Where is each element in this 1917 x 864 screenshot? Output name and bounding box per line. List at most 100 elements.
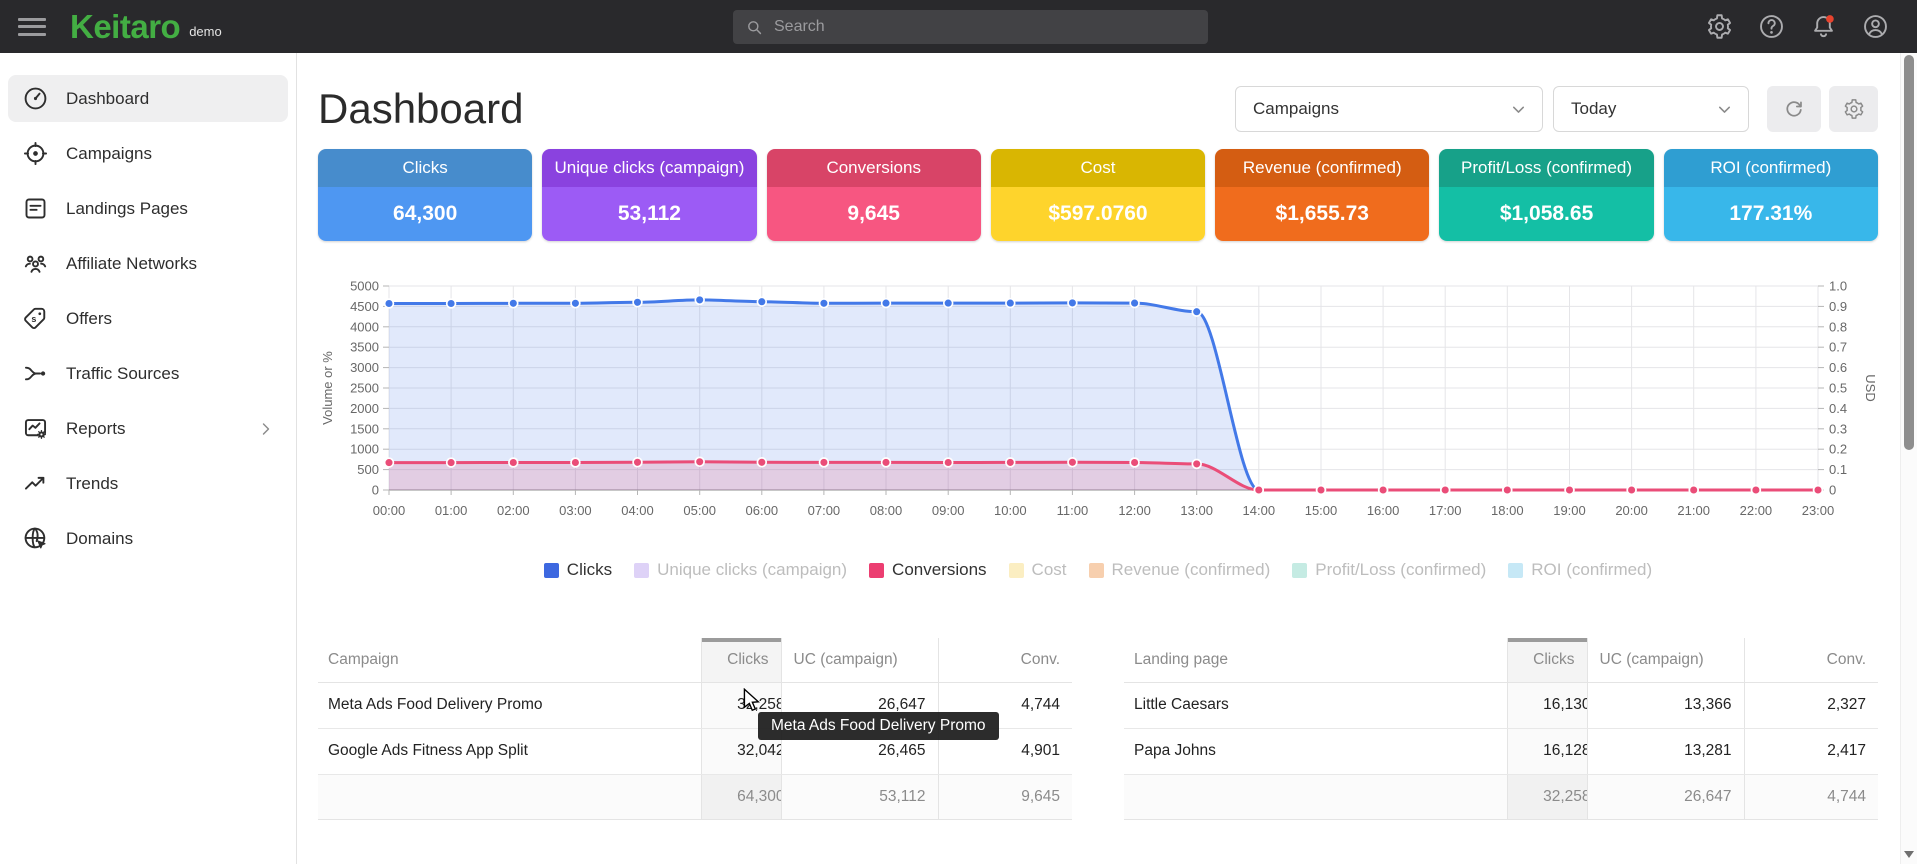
svg-text:4500: 4500 (350, 299, 379, 314)
scrollbar-down-arrow[interactable] (1904, 851, 1914, 858)
table-row[interactable]: Little Caesars16,13013,3662,327 (1124, 682, 1878, 728)
column-header-conv[interactable]: Conv. (1744, 638, 1878, 682)
mouse-cursor (741, 688, 763, 717)
legend-label: Clicks (567, 560, 612, 580)
legend-item-profit-loss-confirmed[interactable]: Profit/Loss (confirmed) (1292, 560, 1486, 580)
svg-text:0.2: 0.2 (1829, 442, 1847, 457)
stat-card-value: $1,058.65 (1439, 187, 1653, 241)
svg-text:1.0: 1.0 (1829, 279, 1847, 294)
scope-select[interactable]: Campaigns (1235, 86, 1543, 132)
column-header-clicks[interactable]: Clicks (1507, 638, 1587, 682)
svg-text:14:00: 14:00 (1243, 503, 1276, 518)
sidebar-item-traffic[interactable]: Traffic Sources (8, 350, 288, 397)
search-icon (745, 18, 764, 37)
sidebar-item-campaigns[interactable]: Campaigns (8, 130, 288, 177)
footer-value: 26,647 (1587, 774, 1744, 819)
legend-swatch (869, 563, 884, 578)
svg-text:0.6: 0.6 (1829, 360, 1847, 375)
svg-text:16:00: 16:00 (1367, 503, 1400, 518)
row-value: 16,130 (1507, 682, 1587, 728)
svg-text:1500: 1500 (350, 421, 379, 436)
global-search[interactable] (733, 10, 1208, 44)
footer-value: 64,300 (701, 774, 781, 819)
svg-text:USD: USD (1863, 374, 1878, 401)
svg-text:13:00: 13:00 (1180, 503, 1213, 518)
sidebar-item-label: Offers (66, 309, 112, 329)
chevron-right-icon (256, 419, 276, 439)
svg-text:07:00: 07:00 (808, 503, 841, 518)
column-header-conv[interactable]: Conv. (938, 638, 1072, 682)
sidebar-item-trends[interactable]: Trends (8, 460, 288, 507)
dashboard-settings-button[interactable] (1829, 86, 1878, 132)
search-input[interactable] (774, 18, 1196, 36)
svg-text:06:00: 06:00 (746, 503, 779, 518)
pages-icon (22, 195, 49, 222)
sidebar-item-landings[interactable]: Landings Pages (8, 185, 288, 232)
legend-item-clicks[interactable]: Clicks (544, 560, 612, 580)
legend-label: Conversions (892, 560, 987, 580)
chevron-down-icon (1509, 100, 1528, 119)
stat-card-label: Revenue (confirmed) (1215, 149, 1429, 187)
stat-card-5: Profit/Loss (confirmed)$1,058.65 (1439, 149, 1653, 241)
table-row[interactable]: Papa Johns16,12813,2812,417 (1124, 728, 1878, 774)
column-header-clicks[interactable]: Clicks (701, 638, 781, 682)
column-header-name[interactable]: Campaign (318, 638, 701, 682)
svg-text:s: s (31, 314, 36, 324)
legend-item-roi-confirmed[interactable]: ROI (confirmed) (1508, 560, 1652, 580)
svg-text:02:00: 02:00 (497, 503, 530, 518)
svg-text:22:00: 22:00 (1740, 503, 1773, 518)
notifications-bell-icon[interactable] (1810, 13, 1837, 40)
legend-item-revenue-confirmed[interactable]: Revenue (confirmed) (1089, 560, 1271, 580)
sidebar-item-offers[interactable]: s Offers (8, 295, 288, 342)
tag-icon: s (22, 305, 49, 332)
sidebar-item-label: Traffic Sources (66, 364, 179, 384)
column-header-uc-campaign[interactable]: UC (campaign) (1587, 638, 1744, 682)
refresh-icon (1783, 98, 1805, 120)
legend-item-unique-clicks-campaign[interactable]: Unique clicks (campaign) (634, 560, 847, 580)
date-range-select[interactable]: Today (1553, 86, 1749, 132)
refresh-button[interactable] (1767, 86, 1821, 132)
help-icon[interactable] (1758, 13, 1785, 40)
legend-label: Unique clicks (campaign) (657, 560, 847, 580)
legend-item-cost[interactable]: Cost (1009, 560, 1067, 580)
svg-text:10:00: 10:00 (994, 503, 1027, 518)
svg-text:0.7: 0.7 (1829, 340, 1847, 355)
column-header-uc-campaign[interactable]: UC (campaign) (781, 638, 938, 682)
sidebar-item-affiliate[interactable]: Affiliate Networks (8, 240, 288, 287)
scope-select-value: Campaigns (1253, 99, 1339, 119)
stat-card-4: Revenue (confirmed)$1,655.73 (1215, 149, 1429, 241)
row-name[interactable]: Papa Johns (1124, 728, 1507, 774)
row-value: 2,327 (1744, 682, 1878, 728)
stat-card-label: Unique clicks (campaign) (542, 149, 756, 187)
row-name[interactable]: Meta Ads Food Delivery Promo (318, 682, 701, 728)
row-name[interactable]: Little Caesars (1124, 682, 1507, 728)
split-icon (22, 360, 49, 387)
sidebar-item-reports[interactable]: Reports (8, 405, 288, 452)
svg-text:0.3: 0.3 (1829, 421, 1847, 436)
svg-text:00:00: 00:00 (373, 503, 406, 518)
svg-text:19:00: 19:00 (1553, 503, 1586, 518)
scrollbar-thumb[interactable] (1904, 55, 1914, 450)
row-tooltip: Meta Ads Food Delivery Promo (758, 712, 999, 740)
legend-swatch (544, 563, 559, 578)
settings-gear-icon[interactable] (1706, 13, 1733, 40)
svg-text:03:00: 03:00 (559, 503, 592, 518)
sidebar-item-label: Reports (66, 419, 126, 439)
svg-text:08:00: 08:00 (870, 503, 903, 518)
env-label: demo (189, 24, 222, 39)
svg-text:0.4: 0.4 (1829, 401, 1847, 416)
svg-text:3500: 3500 (350, 340, 379, 355)
account-icon[interactable] (1862, 13, 1889, 40)
legend-swatch (1089, 563, 1104, 578)
hamburger-menu-icon[interactable] (18, 13, 46, 40)
svg-text:18:00: 18:00 (1491, 503, 1524, 518)
stat-card-0: Clicks64,300 (318, 149, 532, 241)
legend-label: Profit/Loss (confirmed) (1315, 560, 1486, 580)
legend-item-conversions[interactable]: Conversions (869, 560, 987, 580)
sidebar-item-domains[interactable]: Domains (8, 515, 288, 562)
speedometer-icon (22, 85, 49, 112)
row-value: 16,128 (1507, 728, 1587, 774)
sidebar-item-dashboard[interactable]: Dashboard (8, 75, 288, 122)
column-header-name[interactable]: Landing page (1124, 638, 1507, 682)
row-name[interactable]: Google Ads Fitness App Split (318, 728, 701, 774)
